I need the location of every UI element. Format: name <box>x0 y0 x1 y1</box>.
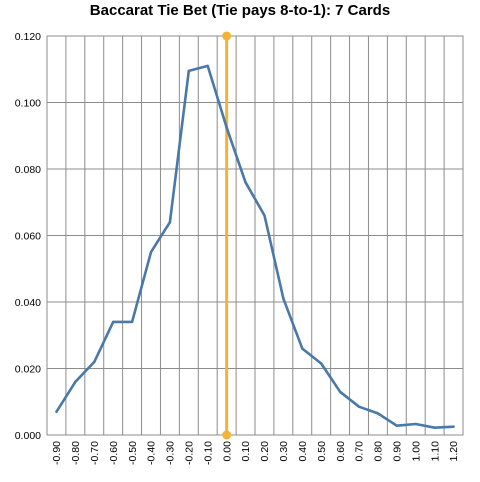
x-tick-label: 0.20 <box>259 441 271 462</box>
data-point <box>282 297 285 300</box>
data-point <box>263 214 266 217</box>
data-point <box>187 69 191 73</box>
x-tick-label: 0.90 <box>391 441 403 462</box>
data-point <box>225 126 228 129</box>
data-point <box>168 221 172 224</box>
data-point <box>206 64 209 68</box>
reference-line-bottom-marker <box>222 430 232 440</box>
x-tick-label: 0.80 <box>373 441 385 462</box>
data-point <box>244 181 247 184</box>
y-tick-label: 0.080 <box>15 164 41 176</box>
reference-line-top-marker <box>222 31 232 41</box>
x-tick-label: -0.20 <box>183 441 195 465</box>
x-tick-label: -0.80 <box>70 441 82 465</box>
plot-border <box>46 35 464 436</box>
data-point <box>376 412 380 415</box>
y-tick-label: 0.000 <box>15 430 41 442</box>
y-tick-label: 0.060 <box>15 231 41 243</box>
data-point <box>414 422 417 426</box>
x-tick-label: 1.00 <box>410 441 422 462</box>
y-tick-label: 0.100 <box>15 98 41 110</box>
y-tick-label: 0.040 <box>15 297 41 309</box>
data-point <box>395 424 399 427</box>
chart-title: Baccarat Tie Bet (Tie pays 8-to-1): 7 Ca… <box>89 2 391 19</box>
x-tick-label: 0.30 <box>278 441 290 462</box>
x-tick-label: 0.60 <box>335 441 347 462</box>
data-point <box>301 347 304 350</box>
data-point <box>74 380 77 383</box>
data-point <box>433 426 436 429</box>
data-point <box>319 362 323 365</box>
x-tick-label: 0.00 <box>221 441 233 462</box>
x-tick-label: -0.10 <box>202 441 214 465</box>
x-tick-label: 1.20 <box>448 441 460 462</box>
x-tick-label: -0.40 <box>146 441 158 465</box>
y-tick-label: 0.120 <box>15 31 41 43</box>
x-tick-label: 0.50 <box>316 441 328 462</box>
y-tick-label: 0.020 <box>15 364 41 376</box>
x-tick-label: 0.10 <box>240 441 252 462</box>
data-point <box>111 320 115 324</box>
x-tick-label: 0.70 <box>354 441 366 462</box>
x-tick-label: -0.90 <box>51 441 63 465</box>
x-tick-label: -0.50 <box>127 441 139 465</box>
data-point <box>357 405 361 408</box>
data-point <box>338 390 342 393</box>
x-tick-label: 0.40 <box>297 441 309 462</box>
data-point <box>55 410 58 413</box>
x-tick-label: -0.30 <box>165 441 177 465</box>
x-tick-label: -0.60 <box>108 441 120 465</box>
x-tick-label: -0.70 <box>89 441 101 465</box>
data-point <box>130 320 134 324</box>
series-line <box>55 64 455 430</box>
data-point <box>93 360 96 364</box>
data-point <box>452 425 455 428</box>
x-tick-label: 1.10 <box>429 441 441 462</box>
data-point <box>149 250 153 254</box>
